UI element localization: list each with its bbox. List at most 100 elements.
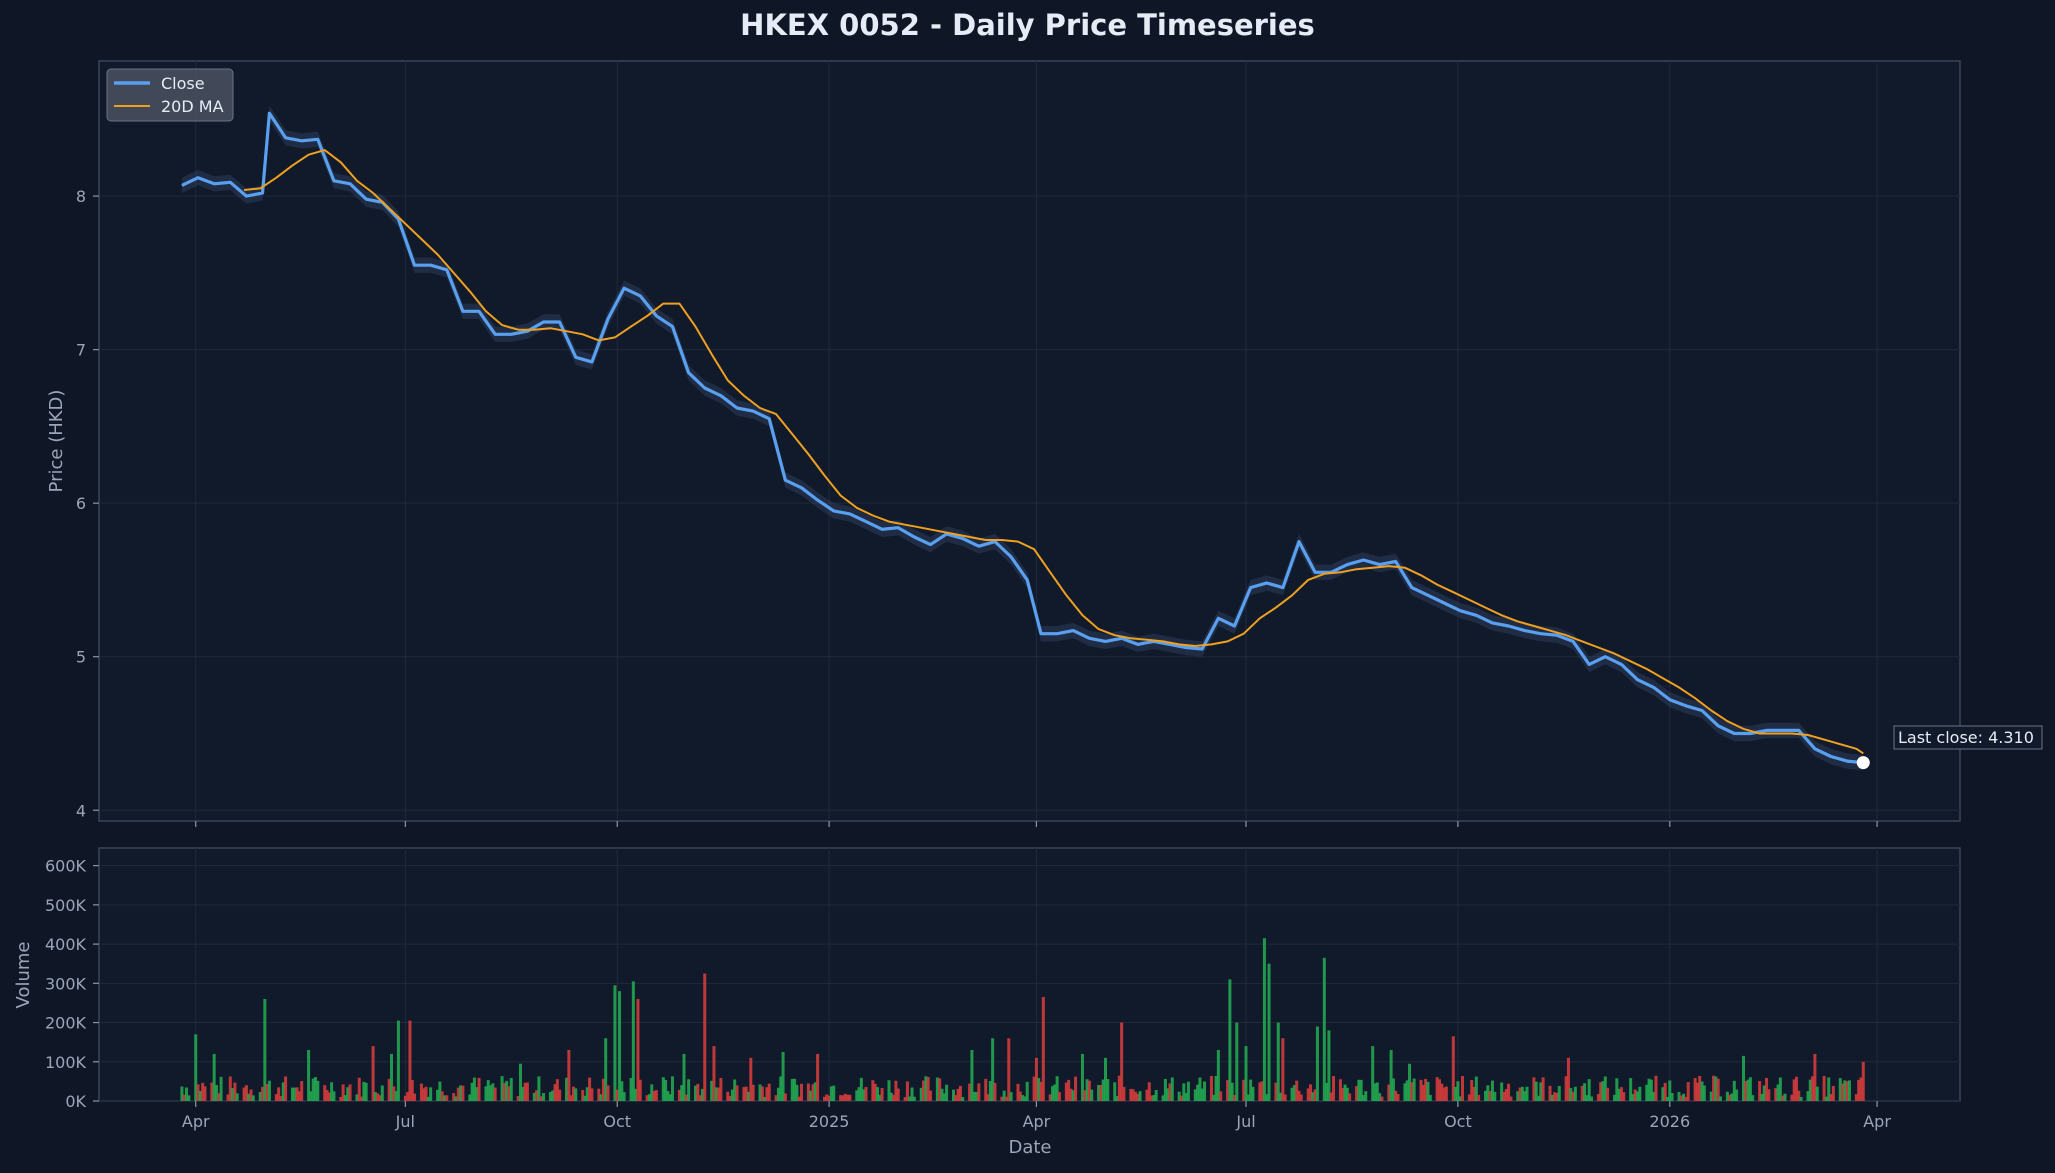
volume-bar bbox=[1214, 1075, 1218, 1101]
volume-bar bbox=[1136, 1093, 1140, 1101]
volume-bar bbox=[1180, 1095, 1184, 1101]
volume-bar bbox=[316, 1080, 320, 1101]
volume-bar bbox=[1308, 1084, 1312, 1101]
volume-bar bbox=[300, 1081, 304, 1101]
volume-bar bbox=[1212, 1095, 1216, 1101]
volume-bar bbox=[419, 1083, 423, 1101]
volume-bar bbox=[1615, 1078, 1619, 1101]
volume-bar bbox=[813, 1082, 817, 1101]
volume-bar bbox=[297, 1091, 301, 1101]
volume-bar bbox=[671, 1076, 675, 1101]
volume-bar bbox=[1260, 1081, 1264, 1101]
volume-bar bbox=[1760, 1093, 1764, 1101]
volume-bar bbox=[871, 1080, 875, 1101]
volume-bar bbox=[620, 1081, 624, 1101]
volume-bar bbox=[438, 1081, 442, 1101]
volume-bar bbox=[1652, 1092, 1656, 1101]
volume-bar bbox=[1649, 1079, 1653, 1101]
volume-bar bbox=[1557, 1086, 1561, 1101]
volume-bar bbox=[1532, 1077, 1536, 1101]
volume-bar bbox=[1541, 1077, 1545, 1101]
volume-bar bbox=[889, 1092, 893, 1101]
volume-bar bbox=[1276, 1022, 1280, 1101]
volume-bar bbox=[1622, 1092, 1626, 1101]
volume-bar bbox=[1424, 1078, 1428, 1101]
volume-bar bbox=[493, 1087, 497, 1101]
volume-bar bbox=[456, 1087, 460, 1101]
volume-bar bbox=[571, 1086, 575, 1101]
volume-bar bbox=[799, 1083, 803, 1101]
volume-bar bbox=[940, 1088, 944, 1101]
volume-bar bbox=[1067, 1079, 1071, 1101]
volume-y-tick-label: 500K bbox=[45, 896, 87, 915]
axes: Apr Jul Oct 2025 Apr Jul Oct 2026 Apr 4 5 6 7 8 0K 100K… bbox=[45, 187, 1891, 1131]
volume-bar bbox=[728, 1095, 732, 1101]
volume-bar bbox=[887, 1080, 891, 1101]
volume-bar bbox=[1767, 1089, 1771, 1101]
volume-bar bbox=[986, 1094, 990, 1101]
volume-bar bbox=[1776, 1084, 1780, 1101]
volume-bar bbox=[744, 1086, 748, 1101]
volume-bar bbox=[323, 1085, 327, 1101]
volume-bar bbox=[357, 1077, 361, 1101]
volume-bar bbox=[749, 1057, 753, 1101]
volume-bar bbox=[459, 1085, 463, 1101]
volume-bar bbox=[330, 1082, 334, 1101]
volume-bar bbox=[903, 1097, 907, 1101]
last-close-marker bbox=[1856, 756, 1870, 770]
volume-bar bbox=[1147, 1082, 1151, 1101]
volume-bar bbox=[1055, 1076, 1059, 1101]
volume-bar bbox=[194, 1034, 198, 1101]
volume-bar bbox=[585, 1087, 589, 1101]
volume-bar bbox=[373, 1092, 377, 1101]
price-grid bbox=[99, 61, 1960, 821]
volume-bar bbox=[1456, 1081, 1460, 1101]
volume-bar bbox=[1781, 1095, 1785, 1101]
volume-bar bbox=[875, 1087, 879, 1101]
price-y-axis-label: Price (HKD) bbox=[46, 390, 67, 493]
volume-bar bbox=[779, 1076, 783, 1101]
volume-bar bbox=[618, 991, 622, 1101]
volume-bar bbox=[1808, 1079, 1812, 1101]
volume-bar bbox=[1170, 1077, 1174, 1101]
volume-bar bbox=[505, 1080, 509, 1101]
volume-bar bbox=[1023, 1096, 1027, 1101]
volume-bar bbox=[1797, 1090, 1801, 1101]
volume-bar bbox=[590, 1088, 594, 1101]
volume-bar bbox=[1730, 1093, 1734, 1101]
volume-bar bbox=[1631, 1094, 1635, 1101]
volume-bar bbox=[1039, 1081, 1043, 1101]
volume-bar bbox=[1792, 1079, 1796, 1101]
volume-bar bbox=[247, 1093, 251, 1101]
volume-bar bbox=[652, 1091, 656, 1101]
x-tick-label: Apr bbox=[1863, 1112, 1891, 1131]
volume-bar bbox=[1718, 1096, 1722, 1101]
volume-bar bbox=[1647, 1078, 1651, 1101]
volume-bar bbox=[1758, 1081, 1762, 1101]
volume-bars bbox=[180, 938, 1865, 1101]
volume-bar bbox=[1375, 1082, 1379, 1101]
volume-bar bbox=[362, 1081, 366, 1101]
volume-bar bbox=[267, 1080, 271, 1101]
volume-bar bbox=[1599, 1082, 1603, 1101]
volume-bar bbox=[1161, 1095, 1165, 1101]
volume-bar bbox=[284, 1076, 288, 1101]
volume-bar bbox=[733, 1079, 737, 1101]
volume-bar bbox=[1313, 1089, 1317, 1101]
volume-bar bbox=[1746, 1079, 1750, 1101]
volume-bar bbox=[214, 1084, 218, 1101]
volume-bar bbox=[1357, 1079, 1361, 1101]
volume-bar bbox=[832, 1085, 836, 1101]
volume-bar bbox=[1732, 1080, 1736, 1101]
volume-y-tick-label: 400K bbox=[45, 935, 87, 954]
volume-bar bbox=[212, 1053, 216, 1101]
volume-bar bbox=[1516, 1091, 1520, 1101]
volume-bar bbox=[470, 1082, 474, 1101]
volume-bar bbox=[180, 1086, 184, 1101]
volume-bar bbox=[1295, 1080, 1299, 1101]
volume-bar bbox=[445, 1095, 449, 1101]
volume-bar bbox=[1585, 1095, 1589, 1101]
volume-bar bbox=[1120, 1022, 1124, 1101]
volume-bar bbox=[829, 1086, 833, 1101]
legend[interactable]: Close 20D MA bbox=[106, 68, 234, 122]
